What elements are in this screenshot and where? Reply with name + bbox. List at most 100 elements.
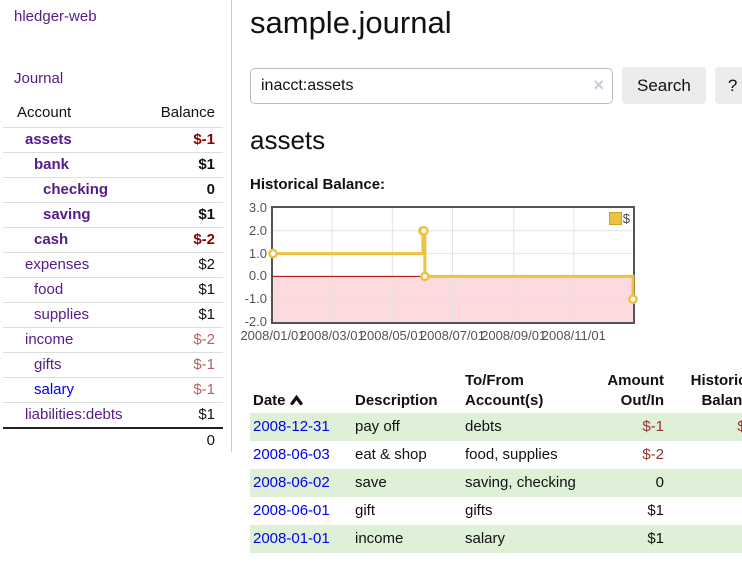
register-row: 2008-06-03 eat & shop food, supplies $-20 <box>250 441 742 469</box>
balance-column-header: Balance <box>147 100 223 128</box>
account-row: bank $1 <box>3 152 223 178</box>
register-row: 2008-01-01 income salary $1$1 <box>250 525 742 553</box>
account-balance-cell: $2 <box>147 252 223 278</box>
register-row: 2008-06-02 save saving, checking 0$2 <box>250 469 742 497</box>
account-row: supplies $1 <box>3 302 223 328</box>
historical-balance-chart: $ 3.0 2.0 1.0 0.0 -1.0 -2.0 2008/01/01 2008/03/… <box>240 200 736 356</box>
page-title: sample.journal <box>250 5 452 40</box>
register-table: Date Description To/From Account(s) Amount Ou… <box>250 369 742 553</box>
sidebar-item-journal[interactable]: Journal <box>14 70 64 87</box>
register-description-cell: eat & shop <box>355 446 427 463</box>
account-row: saving $1 <box>3 202 223 228</box>
account-balance-cell: $-2 <box>147 327 223 353</box>
account-link[interactable]: bank <box>34 156 70 173</box>
transaction-date-link[interactable]: 2008-06-01 <box>253 502 330 519</box>
register-date-cell: 2008-06-02 <box>250 469 352 497</box>
account-name-cell: gifts <box>3 352 148 378</box>
account-link[interactable]: gifts <box>34 356 62 373</box>
account-name-cell: bank <box>3 152 148 178</box>
register-accounts-cell: salary <box>465 530 506 547</box>
register-column-header[interactable]: Amount Out/In <box>584 369 667 413</box>
account-name-cell: expenses <box>3 252 148 278</box>
legend-swatch-icon <box>608 212 622 225</box>
transaction-date-link[interactable]: 2008-01-01 <box>253 530 330 547</box>
register-column-header[interactable]: To/From Account(s) <box>462 369 584 413</box>
account-heading: assets <box>250 125 326 155</box>
register-balance-cell: 0 <box>667 441 742 469</box>
account-link[interactable]: expenses <box>25 256 90 273</box>
account-link[interactable]: assets <box>25 131 72 148</box>
register-column-header[interactable]: Description <box>352 369 462 413</box>
x-axis-tick-label: 2008/09/01 <box>481 328 547 343</box>
accounts-column-header: Account <box>3 100 148 128</box>
account-name-cell: income <box>3 327 148 353</box>
transaction-date-link[interactable]: 2008-12-31 <box>253 418 330 435</box>
account-row: cash $-2 <box>3 227 223 253</box>
y-axis-tick-label: 3.0 <box>248 200 267 215</box>
x-axis-tick-label: 2008/05/01 <box>359 328 425 343</box>
search-input[interactable] <box>250 67 613 104</box>
y-axis-tick-label: -2.0 <box>244 314 267 329</box>
transaction-date-link[interactable]: 2008-06-02 <box>253 474 330 491</box>
account-link[interactable]: supplies <box>34 306 90 323</box>
search-button[interactable]: Search <box>622 67 706 104</box>
search-box: × <box>250 67 613 104</box>
account-name-cell: saving <box>3 202 148 228</box>
account-balance-cell: $-1 <box>147 352 223 378</box>
chart-svg <box>268 208 638 322</box>
register-date-cell: 2008-06-03 <box>250 441 352 469</box>
account-link[interactable]: checking <box>43 181 109 198</box>
account-link[interactable]: liabilities:debts <box>25 406 123 423</box>
register-amount-cell: $-2 <box>642 446 664 463</box>
register-date-cell: 2008-12-31 <box>250 413 352 441</box>
app-brand-link[interactable]: hledger-web <box>14 8 97 25</box>
search-form: × Search ? <box>250 67 742 104</box>
header-line1: Historical <box>690 372 742 389</box>
account-balance-cell: $-2 <box>147 227 223 253</box>
help-button[interactable]: ? <box>714 67 742 104</box>
header-line2: Out/In <box>620 392 664 409</box>
x-axis-tick-label: 2008/11/01 <box>541 328 606 343</box>
legend-label: $ <box>622 211 630 226</box>
register-balance-cell: $2 <box>667 497 742 525</box>
account-link[interactable]: income <box>25 331 74 348</box>
account-row: gifts $-1 <box>3 352 223 378</box>
account-name-cell: food <box>3 277 148 303</box>
register-accounts-cell: food, supplies <box>465 446 558 463</box>
header-line1: Date <box>253 392 286 409</box>
register-balance-cell: $2 <box>667 469 742 497</box>
register-column-header[interactable]: Historical Balance <box>667 369 742 413</box>
register-column-header[interactable]: Date <box>250 369 352 413</box>
x-axis-tick-label: 2008/01/01 <box>240 328 306 343</box>
y-axis-tick-label: 2.0 <box>248 222 267 238</box>
account-link[interactable]: saving <box>43 206 91 223</box>
register-description-cell: save <box>355 474 387 491</box>
chart-legend: $ <box>608 211 630 226</box>
account-row: assets $-1 <box>3 128 223 153</box>
header-line1: To/From <box>465 372 524 389</box>
register-amount-cell: $-1 <box>642 418 664 435</box>
y-axis-tick-label: 0.0 <box>248 268 267 284</box>
register-date-cell: 2008-06-01 <box>250 497 352 525</box>
account-name-cell: assets <box>3 128 148 153</box>
sidebar: hledger-web Journal Account Balance asse… <box>0 0 232 453</box>
header-line2: Balance <box>701 392 742 409</box>
data-point-marker <box>420 271 430 282</box>
accounts-balance-table: Account Balance assets $-1 bank $1 checking 0… <box>3 100 223 453</box>
accounts-total-row: 0 <box>3 427 223 453</box>
account-link[interactable]: food <box>34 281 64 298</box>
total-empty-cell <box>3 427 148 453</box>
register-amount-cell: 0 <box>655 474 664 491</box>
account-balance-cell: $1 <box>147 152 223 178</box>
total-balance-cell: 0 <box>147 427 223 453</box>
register-description-cell: pay off <box>355 418 400 435</box>
account-link[interactable]: cash <box>34 231 69 248</box>
account-name-cell: liabilities:debts <box>3 402 148 428</box>
account-link[interactable]: salary <box>34 381 75 398</box>
transaction-date-link[interactable]: 2008-06-03 <box>253 446 330 463</box>
clear-search-icon[interactable]: × <box>593 74 604 95</box>
account-row: income $-2 <box>3 327 223 353</box>
x-axis-tick-label: 2008/07/01 <box>419 328 486 343</box>
x-axis-tick-label: 2008/03/01 <box>299 328 365 343</box>
register-amount-cell: $1 <box>647 502 664 519</box>
